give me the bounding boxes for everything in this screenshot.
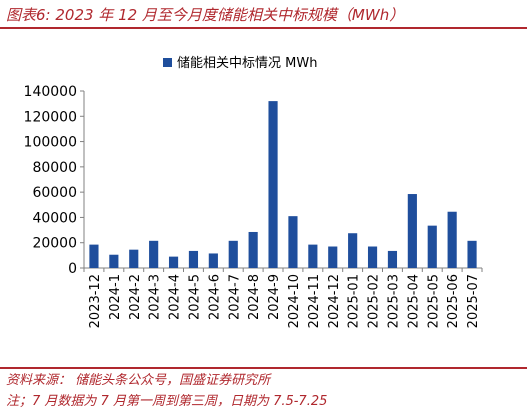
y-tick-label: 60000 <box>32 185 77 201</box>
bar <box>407 194 417 268</box>
x-tick-label: 2024-10 <box>287 274 302 328</box>
x-tick-label: 2024-12 <box>327 274 342 328</box>
x-tick-label: 2025-05 <box>426 274 441 328</box>
x-tick-label: 2024-8 <box>247 274 262 320</box>
x-tick-label: 2025-01 <box>347 274 362 328</box>
x-tick-label: 2025-04 <box>406 274 421 328</box>
footer-divider <box>0 367 527 369</box>
bar <box>109 254 119 268</box>
bar-chart: 储能相关中标情况 MWh 0 20000 40000 60000 80000 100000… <box>24 56 483 328</box>
x-tick-label: 2024-7 <box>227 274 242 320</box>
bar <box>208 253 218 268</box>
bar <box>308 244 318 268</box>
x-tick-label: 2024-2 <box>128 274 143 320</box>
source-note: 资料来源： 储能头条公众号，国盛证券研究所 <box>6 373 271 388</box>
y-tick-label: 140000 <box>24 84 77 100</box>
y-tick-label: 100000 <box>24 135 77 151</box>
x-tick-label: 2025-06 <box>446 274 461 328</box>
bar <box>367 246 378 268</box>
y-tick-label: 80000 <box>32 160 77 176</box>
bar <box>467 240 477 268</box>
bar <box>168 256 179 268</box>
bar <box>248 231 258 268</box>
x-tick-label: 2024-6 <box>207 274 222 320</box>
bar <box>149 240 159 268</box>
y-tick-label: 40000 <box>32 210 77 226</box>
chart-legend: 储能相关中标情况 MWh <box>163 56 317 71</box>
x-tick-label: 2024-1 <box>108 274 123 320</box>
bar <box>188 250 199 268</box>
bar <box>268 101 278 268</box>
bar <box>387 250 398 268</box>
bar-series <box>89 101 477 268</box>
x-tick-label: 2025-07 <box>466 274 481 328</box>
x-tick-label: 2024-4 <box>168 274 183 320</box>
bar <box>328 246 338 268</box>
bar <box>129 249 139 268</box>
bar <box>228 240 238 268</box>
legend-label: 储能相关中标情况 MWh <box>177 56 317 71</box>
x-tick-label: 2025-03 <box>386 274 401 328</box>
y-tick-label: 0 <box>68 261 77 277</box>
x-axis: 2023-12 2024-1 2024-2 2024-3 2024-4 2024-5 202… <box>83 267 483 328</box>
legend-swatch <box>163 58 172 67</box>
x-tick-label: 2024-5 <box>187 274 202 320</box>
bar <box>447 211 457 268</box>
x-tick-label: 2025-02 <box>367 274 382 328</box>
x-tick-label: 2024-11 <box>307 274 322 328</box>
x-tick-label: 2023-12 <box>88 274 103 328</box>
x-tick-label: 2024-3 <box>148 274 163 320</box>
y-tick-label: 20000 <box>32 236 77 252</box>
title-divider <box>0 27 527 29</box>
footnote: 注；7 月数据为 7 月第一周到第三周，日期为 7.5-7.25 <box>6 394 328 409</box>
y-tick-label: 120000 <box>24 109 77 125</box>
x-tick-label: 2024-9 <box>267 274 282 320</box>
bar <box>288 216 298 268</box>
y-axis: 0 20000 40000 60000 80000 100000 120000 140000 <box>24 84 85 277</box>
bar <box>348 233 358 268</box>
figure-title: 图表6: 2023 年 12 月至今月度储能相关中标规模（MWh） <box>6 6 405 24</box>
bar <box>427 225 437 268</box>
bar <box>89 244 99 268</box>
